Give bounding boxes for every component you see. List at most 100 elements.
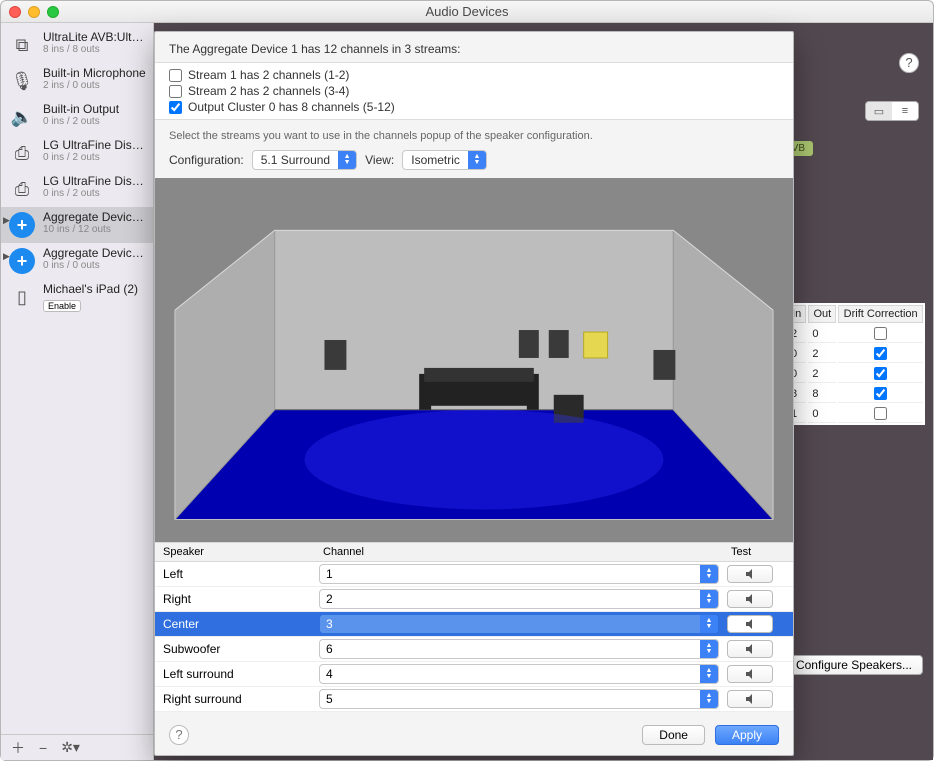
device-list[interactable]: ⧉ UltraLite AVB:UltraLite8 ins / 8 outs 🎙 B… [1, 23, 153, 734]
channel-select[interactable]: 1▲▼ [319, 564, 719, 584]
speaker-table[interactable]: Left1▲▼Right2▲▼Center3▲▼Subwoofer6▲▼Left… [155, 562, 793, 712]
device-row[interactable]: ⎙ LG UltraFine Display0 ins / 2 outs [1, 135, 153, 171]
configuration-label: Configuration: [169, 153, 244, 167]
device-icon: 🎙 [7, 66, 37, 96]
device-row[interactable]: ▶+Aggregate Device 20 ins / 0 outs [1, 243, 153, 279]
subdevice-row[interactable]: 02 [787, 365, 923, 383]
remove-device-button[interactable]: − [39, 740, 47, 756]
select-arrows-icon: ▲▼ [338, 151, 356, 169]
speaker-row[interactable]: Subwoofer6▲▼ [155, 637, 793, 662]
test-speaker-button[interactable] [727, 665, 773, 683]
test-speaker-button[interactable] [727, 615, 773, 633]
apply-button[interactable]: Apply [715, 725, 779, 745]
stream-checkbox-row[interactable]: Stream 1 has 2 channels (1-2) [169, 67, 779, 83]
drift-correction-checkbox[interactable] [874, 347, 887, 360]
window-title: Audio Devices [425, 4, 508, 19]
stream-checkbox-row[interactable]: Output Cluster 0 has 8 channels (5-12) [169, 99, 779, 115]
sheet-help-button[interactable]: ? [169, 725, 189, 745]
test-speaker-button[interactable] [727, 640, 773, 658]
device-row[interactable]: 🎙 Built-in Microphone2 ins / 0 outs [1, 63, 153, 99]
channel-select[interactable]: 5▲▼ [319, 689, 719, 709]
speaker-name: Left surround [155, 663, 315, 685]
device-row[interactable]: 🔈Built-in Output0 ins / 2 outs [1, 99, 153, 135]
device-icon: ⎙ [7, 138, 37, 168]
channel-select[interactable]: 4▲▼ [319, 664, 719, 684]
device-name: LG UltraFine Display [43, 138, 147, 152]
drift-correction-checkbox[interactable] [874, 407, 887, 420]
device-name: UltraLite AVB:UltraLite [43, 30, 147, 44]
device-icon: ⧉ [7, 30, 37, 60]
speaker-name: Left [155, 563, 315, 585]
test-speaker-button[interactable] [727, 690, 773, 708]
view-segmented-control[interactable]: ▭ ≡ [865, 101, 919, 121]
speaker-row[interactable]: Right2▲▼ [155, 587, 793, 612]
actions-menu-button[interactable]: ✲▾ [61, 739, 80, 756]
device-name: Aggregate Device 1 [43, 210, 147, 224]
zoom-button[interactable] [47, 6, 59, 18]
config-row: Configuration: 5.1 Surround ▲▼ View: Iso… [155, 150, 793, 178]
device-name: Built-in Microphone [43, 66, 147, 80]
channel-select[interactable]: 6▲▼ [319, 639, 719, 659]
stream-list: Stream 1 has 2 channels (1-2) Stream 2 ha… [155, 62, 793, 120]
subdevice-row[interactable]: 02 [787, 345, 923, 363]
device-io: 0 ins / 2 outs [43, 152, 147, 163]
test-speaker-button[interactable] [727, 565, 773, 583]
device-row[interactable]: ▯Michael's iPad (2)Enable [1, 279, 153, 317]
close-button[interactable] [9, 6, 21, 18]
device-row[interactable]: ⧉ UltraLite AVB:UltraLite8 ins / 8 outs [1, 27, 153, 63]
device-sidebar: ⧉ UltraLite AVB:UltraLite8 ins / 8 outs 🎙 B… [1, 23, 154, 760]
subdevice-row[interactable]: 88 [787, 385, 923, 403]
speaker-row[interactable]: Center3▲▼ [155, 612, 793, 637]
drift-correction-checkbox[interactable] [874, 387, 887, 400]
add-device-button[interactable]: ＋ [11, 738, 25, 758]
select-arrows-icon: ▲▼ [468, 151, 486, 169]
channel-select[interactable]: 3▲▼ [319, 614, 719, 634]
stream-checkbox-row[interactable]: Stream 2 has 2 channels (3-4) [169, 83, 779, 99]
subdevice-row[interactable]: 10 [787, 405, 923, 423]
help-button[interactable]: ? [899, 53, 919, 73]
device-io: 0 ins / 2 outs [43, 188, 147, 199]
speaker-name: Right [155, 588, 315, 610]
sheet-footer: ? Done Apply [155, 715, 793, 755]
speaker-row[interactable]: Right surround5▲▼ [155, 687, 793, 712]
speaker-name: Center [155, 613, 315, 635]
stream-label: Stream 1 has 2 channels (1-2) [188, 68, 349, 82]
drift-correction-checkbox[interactable] [874, 327, 887, 340]
view-select[interactable]: Isometric ▲▼ [402, 150, 487, 170]
subdevice-row[interactable]: 20 [787, 325, 923, 343]
view-label: View: [365, 153, 394, 167]
speaker-row[interactable]: Left1▲▼ [155, 562, 793, 587]
disclosure-triangle-icon[interactable]: ▶ [3, 215, 10, 226]
stream-hint: Select the streams you want to use in th… [155, 120, 793, 150]
select-arrows-icon: ▲▼ [700, 590, 718, 608]
audio-devices-window: Audio Devices ⧉ UltraLite AVB:UltraLite8 … [0, 0, 934, 761]
device-name: Aggregate Device 2 [43, 246, 147, 260]
stream-checkbox[interactable] [169, 85, 182, 98]
device-io: 2 ins / 0 outs [43, 80, 147, 91]
drift-correction-checkbox[interactable] [874, 367, 887, 380]
disclosure-triangle-icon[interactable]: ▶ [3, 251, 10, 262]
device-icon: ⎙ [7, 174, 37, 204]
stream-checkbox[interactable] [169, 101, 182, 114]
list-view-icon[interactable]: ≡ [892, 102, 918, 120]
grid-view-icon[interactable]: ▭ [866, 102, 892, 120]
device-io: 8 ins / 8 outs [43, 44, 147, 55]
test-speaker-button[interactable] [727, 590, 773, 608]
configuration-select[interactable]: 5.1 Surround ▲▼ [252, 150, 357, 170]
configure-speakers-button[interactable]: Configure Speakers... [785, 655, 923, 675]
done-button[interactable]: Done [642, 725, 705, 745]
speaker-name: Subwoofer [155, 638, 315, 660]
speaker-config-sheet: The Aggregate Device 1 has 12 channels i… [154, 31, 794, 756]
device-name: Built-in Output [43, 102, 147, 116]
stream-checkbox[interactable] [169, 69, 182, 82]
channel-select[interactable]: 2▲▼ [319, 589, 719, 609]
speaker-row[interactable]: Left surround4▲▼ [155, 662, 793, 687]
device-name: LG UltraFine Display [43, 174, 147, 188]
room-3d-view[interactable] [155, 178, 793, 542]
device-row[interactable]: ▶+Aggregate Device 110 ins / 12 outs [1, 207, 153, 243]
device-row[interactable]: ⎙ LG UltraFine Display0 ins / 2 outs [1, 171, 153, 207]
minimize-button[interactable] [28, 6, 40, 18]
enable-button[interactable]: Enable [43, 300, 81, 312]
stream-label: Stream 2 has 2 channels (3-4) [188, 84, 349, 98]
aggregate-icon: + [9, 248, 35, 274]
